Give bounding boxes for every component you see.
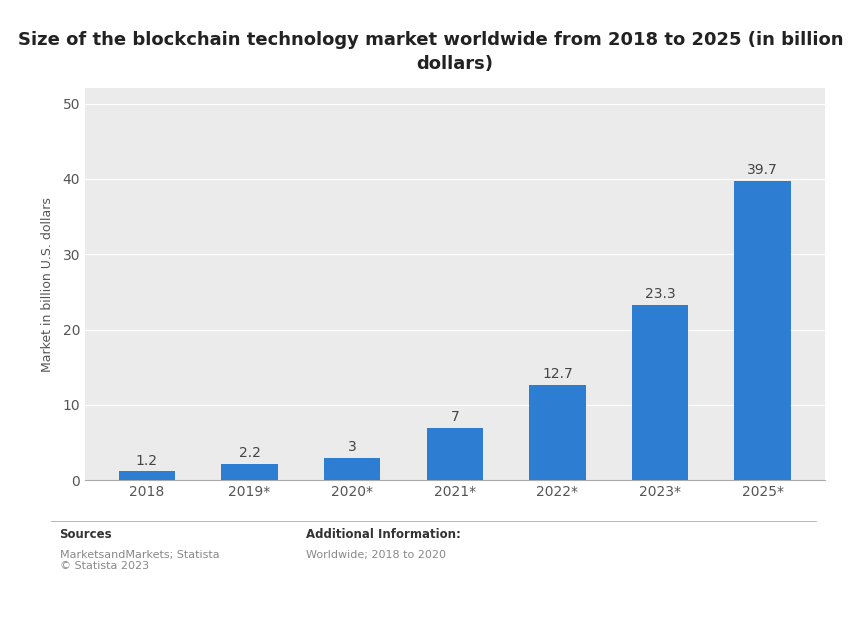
Text: Additional Information:: Additional Information: bbox=[306, 528, 461, 541]
Text: 12.7: 12.7 bbox=[542, 367, 573, 381]
Text: 2.2: 2.2 bbox=[239, 446, 260, 460]
Title: Size of the blockchain technology market worldwide from 2018 to 2025 (in billion: Size of the blockchain technology market… bbox=[18, 32, 850, 73]
Text: 3: 3 bbox=[348, 440, 356, 454]
Bar bbox=[530, 385, 586, 480]
Bar bbox=[119, 471, 175, 480]
Y-axis label: Market in billion U.S. dollars: Market in billion U.S. dollars bbox=[41, 197, 54, 372]
Text: Worldwide; 2018 to 2020: Worldwide; 2018 to 2020 bbox=[306, 550, 446, 560]
Bar bbox=[734, 181, 790, 480]
Text: 7: 7 bbox=[450, 410, 459, 424]
Bar bbox=[632, 305, 688, 480]
Text: 23.3: 23.3 bbox=[644, 287, 676, 301]
Bar bbox=[427, 428, 483, 480]
Bar bbox=[221, 464, 278, 480]
Text: Sources: Sources bbox=[60, 528, 112, 541]
Bar bbox=[324, 458, 380, 480]
Text: 39.7: 39.7 bbox=[747, 164, 778, 178]
Text: MarketsandMarkets; Statista
© Statista 2023: MarketsandMarkets; Statista © Statista 2… bbox=[60, 550, 219, 571]
Text: 1.2: 1.2 bbox=[136, 454, 158, 468]
